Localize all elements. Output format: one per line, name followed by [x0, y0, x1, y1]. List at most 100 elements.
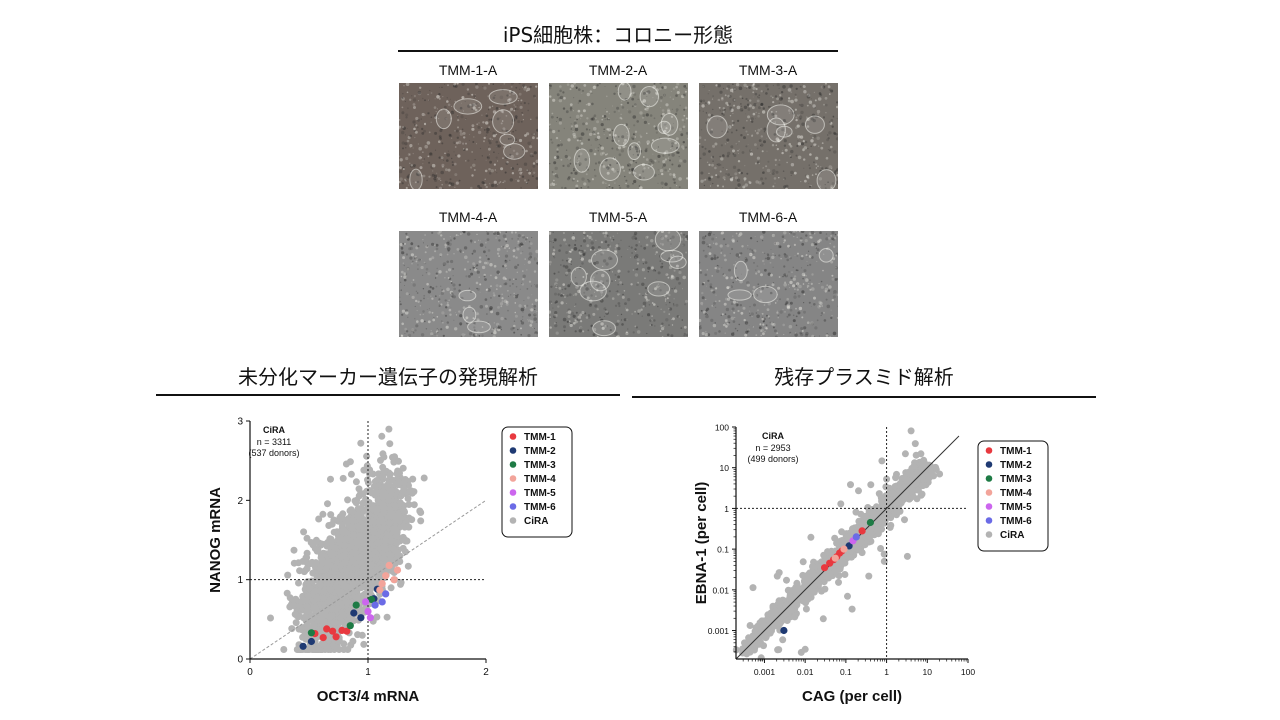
cira-point — [843, 533, 851, 541]
cira-point — [837, 500, 845, 508]
annotation-count: n = 3311 — [257, 437, 292, 447]
cira-point — [342, 460, 350, 468]
legend-marker — [985, 475, 993, 482]
cira-point — [327, 511, 335, 519]
x-tick-label: 0.01 — [797, 667, 814, 677]
cira-point — [755, 640, 763, 648]
cira-point — [420, 474, 428, 482]
cira-point — [386, 440, 394, 448]
cira-point — [367, 561, 375, 569]
cira-point — [374, 539, 382, 547]
cira-point — [360, 580, 368, 588]
cira-point — [750, 646, 758, 654]
cira-point — [322, 606, 330, 614]
cira-point — [794, 585, 802, 593]
cira-point — [762, 634, 770, 642]
cira-point — [379, 463, 387, 471]
cira-point — [331, 564, 339, 572]
cira-point — [339, 474, 347, 482]
cira-point — [338, 572, 346, 580]
data-point-tmm-1 — [319, 634, 327, 642]
x-tick-label: 0.001 — [754, 667, 776, 677]
cira-point — [917, 450, 925, 458]
cira-point — [775, 620, 783, 628]
cira-point — [936, 470, 944, 478]
cira-point — [319, 510, 327, 518]
cira-point — [919, 461, 927, 469]
cira-point — [334, 604, 341, 612]
cira-point — [750, 633, 758, 641]
cira-point — [844, 592, 851, 600]
cira-point — [844, 553, 852, 560]
cira-point — [911, 440, 919, 448]
legend-marker — [985, 489, 993, 496]
legend-marker — [985, 447, 993, 454]
cira-point — [316, 564, 324, 572]
cira-point — [286, 594, 294, 602]
annotation-title: CiRA — [762, 431, 784, 441]
cira-point — [349, 517, 357, 524]
cira-point — [323, 540, 330, 548]
series-tmm-3 — [307, 595, 376, 637]
data-point-tmm-6 — [382, 590, 390, 598]
cira-point — [340, 640, 348, 648]
cira-point — [385, 425, 393, 433]
data-point-tmm-6 — [371, 601, 379, 609]
cira-point — [371, 483, 379, 491]
cira-point — [807, 533, 815, 541]
cira-point — [357, 439, 365, 447]
y-tick-label: 0.001 — [708, 626, 730, 636]
cira-point — [303, 613, 311, 621]
cira-point — [295, 625, 303, 633]
cira-point — [799, 589, 807, 597]
cira-point — [393, 470, 401, 478]
cira-point — [310, 614, 317, 622]
cira-point — [340, 580, 348, 588]
cira-point — [398, 489, 406, 497]
data-point-tmm-4 — [831, 554, 839, 562]
cira-point — [340, 611, 348, 619]
micrograph-image — [699, 231, 838, 337]
cira-point — [320, 588, 328, 596]
cira-point — [352, 478, 360, 486]
legend-label: TMM-2 — [524, 446, 556, 457]
cira-point — [348, 549, 356, 557]
cira-point — [772, 607, 779, 615]
cira-point — [313, 573, 321, 581]
legend-marker — [509, 517, 517, 524]
cira-point — [364, 523, 372, 531]
cira-point — [399, 544, 407, 552]
data-point-tmm-2 — [307, 637, 315, 646]
cira-point — [360, 640, 368, 648]
cira-point — [752, 624, 760, 632]
data-point-tmm-5 — [364, 607, 372, 615]
cira-point — [377, 565, 384, 573]
cira-point — [919, 482, 927, 490]
cira-point — [788, 606, 796, 614]
legend-marker — [985, 503, 993, 510]
cira-point — [818, 587, 825, 595]
cira-point — [331, 618, 338, 626]
y-axis-label: EBNA-1 (per cell) — [693, 482, 710, 605]
cira-point — [381, 538, 389, 546]
cira-point — [324, 500, 331, 508]
cira-point — [387, 537, 395, 545]
cira-point — [903, 552, 911, 560]
cira-point — [822, 572, 829, 580]
cira-point — [348, 572, 355, 580]
cira-point — [783, 576, 790, 584]
legend-marker — [509, 489, 517, 496]
cira-point — [292, 595, 300, 603]
cira-point — [295, 579, 302, 587]
cira-point — [805, 578, 813, 586]
legend-label: TMM-2 — [1000, 460, 1032, 471]
micrograph-image — [549, 231, 688, 337]
cira-point — [901, 450, 909, 458]
cira-point — [380, 524, 387, 532]
cira-point — [317, 626, 325, 634]
y-axis-label: NANOG mRNA — [207, 487, 224, 593]
micrograph-label: TMM-2-A — [588, 62, 648, 78]
cira-point — [395, 478, 403, 486]
data-point-tmm-1 — [329, 627, 337, 635]
cira-point — [373, 505, 381, 513]
